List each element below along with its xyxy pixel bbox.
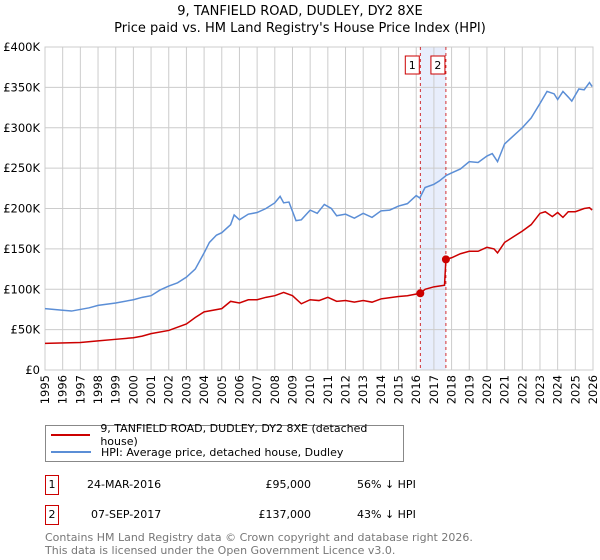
- legend-swatch-hpi: [51, 451, 91, 453]
- x-tick-label: 2019: [462, 375, 476, 404]
- x-tick-label: 2023: [533, 375, 547, 404]
- x-tick-label: 2007: [250, 375, 264, 404]
- legend-item-property: 9, TANFIELD ROAD, DUDLEY, DY2 8XE (detac…: [51, 422, 403, 448]
- y-tick-label: £350K: [3, 80, 40, 94]
- x-tick-label: 2020: [480, 375, 494, 404]
- x-tick-label: 2010: [303, 375, 317, 404]
- y-tick-label: £250K: [3, 161, 40, 175]
- legend-item-hpi: HPI: Average price, detached house, Dudl…: [51, 444, 343, 460]
- series-line-property: [44, 206, 593, 345]
- x-tick-label: 2000: [126, 375, 140, 404]
- sale-2-label: 2: [434, 59, 441, 72]
- sale-2-point: [441, 255, 450, 264]
- footer-licence: This data is licensed under the Open Gov…: [45, 544, 396, 557]
- y-tick-label: £0: [25, 363, 40, 377]
- x-tick-label: 2006: [232, 375, 246, 404]
- y-tick-label: £400K: [3, 40, 40, 54]
- x-tick-label: 2013: [356, 375, 370, 404]
- sale-1-label-box: [404, 55, 420, 75]
- x-tick-label: 2011: [321, 375, 335, 404]
- x-tick-label: 2015: [392, 375, 406, 404]
- x-tick-label: 2001: [144, 375, 158, 404]
- x-tick-label: 2012: [339, 375, 353, 404]
- x-tick-label: 1997: [73, 375, 87, 404]
- y-tick-label: £200K: [3, 202, 40, 216]
- x-tick-label: 2002: [162, 375, 176, 404]
- sale-row-1: 1 24-MAR-2016 £95,000 56% ↓ HPI: [45, 475, 465, 497]
- y-tick-label: £150K: [3, 242, 40, 256]
- x-tick-label: 2021: [498, 375, 512, 404]
- footer-copyright: Contains HM Land Registry data © Crown c…: [45, 531, 473, 544]
- sale-date: 07-SEP-2017: [91, 508, 162, 521]
- sale-2-label-box: [430, 55, 446, 75]
- sale-price: £95,000: [265, 478, 312, 491]
- x-tick-label: 2025: [568, 375, 582, 404]
- legend-label-property: 9, TANFIELD ROAD, DUDLEY, DY2 8XE (detac…: [100, 422, 368, 448]
- x-tick-label: 1995: [38, 375, 52, 404]
- sale-1-point: [416, 289, 425, 298]
- x-tick-label: 2005: [215, 375, 229, 404]
- plot-area: 1995 1996 1997 1998 1999 2000 2001 2002 2003 2004…: [3, 40, 600, 404]
- x-tick-label: 2003: [179, 375, 193, 404]
- chart-subtitle: Price paid vs. HM Land Registry's House …: [114, 21, 486, 36]
- plot-border: [44, 46, 594, 371]
- legend-swatch-property: [51, 434, 91, 436]
- x-tick-label: 2026: [586, 375, 600, 404]
- y-tick-label: £100K: [3, 282, 40, 296]
- x-tick-label: 1996: [56, 375, 70, 404]
- y-tick-label: £50K: [11, 323, 41, 337]
- x-tick-label: 2024: [551, 375, 565, 404]
- x-tick-label: 2017: [427, 375, 441, 404]
- sale-hpi-diff: 56% ↓ HPI: [357, 478, 416, 491]
- sale-row-2: 2 07-SEP-2017 £137,000 43% ↓ HPI: [45, 505, 465, 527]
- y-tick-label: £300K: [3, 121, 40, 135]
- sale-1-label: 1: [409, 59, 416, 72]
- x-tick-label: 2004: [197, 375, 211, 404]
- sale-marker-label: 2: [45, 505, 59, 525]
- x-tick-label: 2009: [285, 375, 299, 404]
- x-tick-label: 2014: [374, 375, 388, 404]
- x-tick-label: 2022: [515, 375, 529, 404]
- legend-label-hpi: HPI: Average price, detached house, Dudl…: [101, 445, 344, 459]
- sale-hpi-diff: 43% ↓ HPI: [357, 508, 416, 521]
- chart-title: 9, TANFIELD ROAD, DUDLEY, DY2 8XE: [177, 4, 423, 19]
- series-line-hpi: [44, 81, 593, 312]
- x-tick-label: 1999: [109, 375, 123, 404]
- x-tick-label: 2018: [445, 375, 459, 404]
- sale-marker-label: 1: [45, 475, 59, 495]
- x-tick-label: 2008: [268, 375, 282, 404]
- sale-date: 24-MAR-2016: [87, 478, 162, 491]
- sale-price: £137,000: [258, 508, 312, 521]
- legend: 9, TANFIELD ROAD, DUDLEY, DY2 8XE (detac…: [45, 422, 404, 462]
- x-tick-label: 1998: [91, 375, 105, 404]
- x-tick-label: 2016: [409, 375, 423, 404]
